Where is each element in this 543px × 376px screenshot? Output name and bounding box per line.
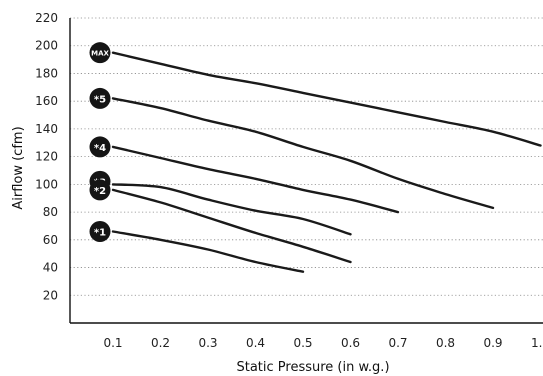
x-tick-label: 0.4 (246, 336, 265, 350)
x-tick-label: 0.6 (341, 336, 360, 350)
series-line (111, 97, 495, 210)
series-badge: *5 (89, 87, 111, 109)
series-badge-label: *4 (94, 143, 106, 154)
series-badges: MAX*5*4*3*2*1 (89, 42, 111, 242)
y-tick-label: 20 (43, 288, 58, 302)
series-badge: *4 (89, 136, 111, 158)
series-badge: *2 (89, 179, 111, 201)
series-badge-label: *2 (94, 186, 106, 197)
axes (69, 18, 543, 324)
y-tick-label: 140 (35, 122, 58, 136)
series-badge-dot (89, 87, 111, 109)
series-badge-label: *5 (94, 94, 106, 105)
y-tick-label: 60 (43, 233, 58, 247)
y-tick-label: 120 (35, 150, 58, 164)
y-axis-title: Airflow (cfm) (11, 126, 26, 209)
x-tick-label: 1.0 (531, 336, 543, 350)
series-line (111, 230, 305, 273)
series-line (111, 188, 352, 264)
y-tick-label: 100 (35, 177, 58, 191)
x-tick-label: 0.5 (293, 336, 312, 350)
x-tick-label: 0.1 (103, 336, 122, 350)
series-line (111, 51, 542, 147)
series-curves (111, 51, 542, 273)
x-axis-title: Static Pressure (in w.g.) (236, 360, 389, 375)
tick-labels: 20 40 60 80 100 120 140 160 180 200 220 0.1 0.2 0.3 0.… (35, 11, 543, 350)
x-tick-label: 0.9 (483, 336, 502, 350)
x-tick-label: 0.8 (436, 336, 455, 350)
series-badge-dot (89, 136, 111, 158)
x-tick-label: 0.3 (198, 336, 217, 350)
y-tick-label: 180 (35, 66, 58, 80)
series-badge-label: *1 (94, 228, 106, 239)
y-tick-label: 200 (35, 39, 58, 53)
x-tick-label: 0.7 (388, 336, 407, 350)
series-badge-label: MAX (91, 50, 109, 58)
series-line (111, 145, 400, 214)
x-tick-label: 0.2 (151, 336, 170, 350)
series-badge-dot (89, 179, 111, 201)
y-tick-label: 220 (35, 11, 58, 25)
y-tick-label: 160 (35, 94, 58, 108)
series-badge: MAX (89, 42, 111, 64)
series-badge-dot (89, 221, 111, 242)
series-badge-dot (89, 42, 111, 64)
series-line (111, 183, 352, 236)
y-tick-label: 40 (43, 261, 58, 275)
series-badge: *1 (89, 221, 111, 242)
y-tick-label: 80 (43, 205, 58, 219)
